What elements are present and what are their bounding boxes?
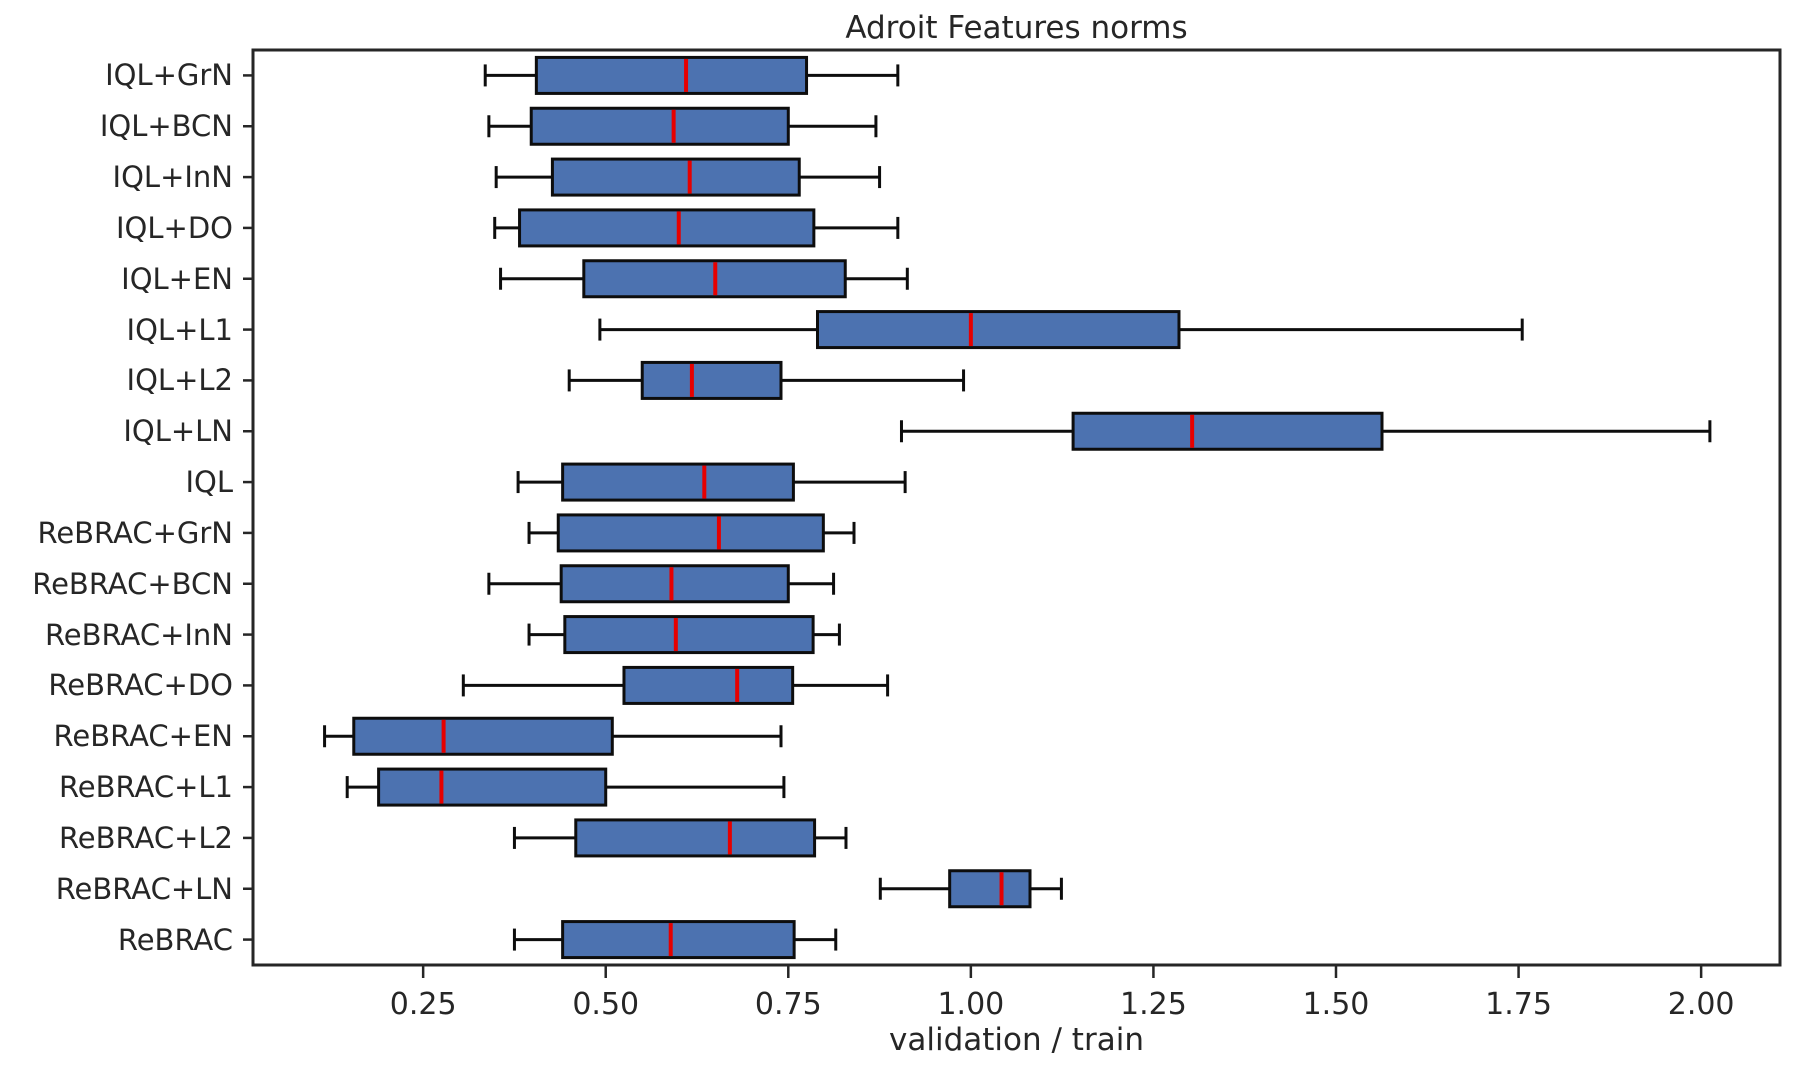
x-tick-label: 0.25 (389, 987, 457, 1022)
x-tick-label: 0.50 (572, 987, 640, 1022)
y-tick-label: ReBRAC+InN (44, 617, 233, 652)
x-tick-label: 2.00 (1667, 987, 1735, 1022)
chart-title: Adroit Features norms (845, 10, 1188, 46)
box-rect (816, 310, 1181, 350)
x-axis-title: validation / train (889, 1022, 1144, 1058)
x-tick-label: 1.00 (937, 987, 1005, 1022)
box-rect (534, 55, 809, 95)
box-rect (559, 564, 790, 604)
plot-frame (251, 48, 1782, 967)
boxplot-canvas (243, 48, 1782, 978)
y-tick-label: IQL+L1 (126, 312, 233, 347)
box-rect (1071, 411, 1384, 451)
box-rect (550, 157, 801, 197)
y-tick-label: IQL+EN (121, 261, 233, 296)
y-tick-label: IQL+DO (116, 210, 233, 245)
x-tick-label: 0.75 (754, 987, 822, 1022)
y-tick-label: IQL+LN (123, 414, 233, 449)
box-rect (561, 462, 795, 502)
y-tick-label: IQL+L2 (126, 363, 233, 398)
box-rect (556, 513, 825, 553)
y-tick-label: ReBRAC+EN (53, 719, 233, 754)
box-rect (574, 818, 817, 858)
y-tick-label: ReBRAC+DO (48, 668, 233, 703)
y-tick-label: ReBRAC+L2 (58, 820, 233, 855)
box-rect (561, 920, 796, 960)
x-tick-label: 1.75 (1485, 987, 1552, 1022)
box-rect (563, 615, 815, 655)
y-tick-label: ReBRAC+GrN (37, 515, 233, 550)
x-tick-label: 1.25 (1120, 987, 1187, 1022)
box-rect (622, 665, 795, 705)
y-tick-label: IQL+BCN (99, 109, 233, 144)
y-tick-label: IQL+InN (112, 160, 233, 195)
box-rect (377, 767, 608, 807)
box-rect (640, 360, 783, 400)
y-tick-label: IQL (185, 465, 233, 500)
y-tick-label: IQL+GrN (105, 58, 233, 93)
y-tick-label: ReBRAC+L1 (58, 770, 233, 805)
box-rect (352, 716, 614, 756)
y-tick-label: ReBRAC+LN (55, 871, 233, 906)
box-rect (529, 106, 790, 146)
box-rect (518, 208, 816, 248)
y-tick-label: ReBRAC+BCN (32, 566, 233, 601)
box-rect (948, 869, 1032, 909)
y-tick-label: ReBRAC (117, 922, 233, 957)
x-tick-label: 1.50 (1302, 987, 1370, 1022)
